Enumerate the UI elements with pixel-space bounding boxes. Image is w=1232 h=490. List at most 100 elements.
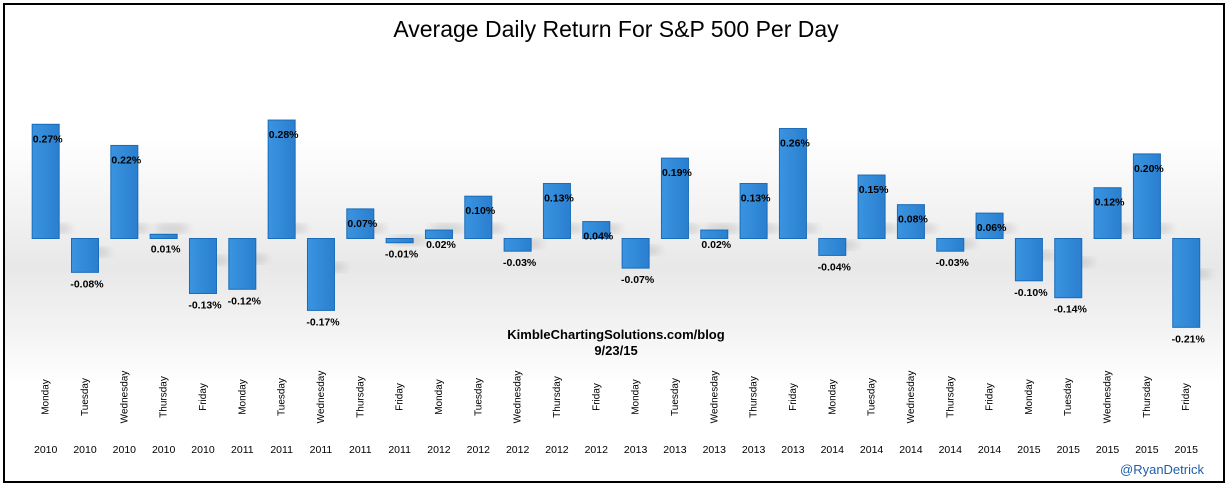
x-tick-label-day: Wednesday (119, 371, 130, 424)
x-tick-label-year: 2011 (388, 444, 411, 456)
data-label: -0.14% (1054, 304, 1088, 316)
data-label: -0.03% (936, 257, 970, 269)
data-label: 0.19% (662, 167, 692, 179)
bar (346, 208, 375, 239)
bar (70, 238, 99, 273)
chart-title: Average Daily Return For S&P 500 Per Day (393, 16, 839, 42)
x-tick-label-day: Friday (1181, 383, 1192, 411)
x-tick-label-year: 2012 (427, 444, 451, 456)
x-tick-label-year: 2014 (939, 444, 963, 456)
x-tick-label-day: Thursday (749, 376, 760, 418)
bar-shadow (153, 223, 190, 234)
bar (896, 204, 925, 240)
x-tick-label-day: Monday (1024, 379, 1035, 415)
data-label: 0.02% (701, 239, 731, 251)
x-tick-label-day: Monday (237, 379, 248, 415)
x-tick-label-day: Thursday (355, 376, 366, 418)
bar (1093, 187, 1122, 240)
x-tick-label-year: 2012 (506, 444, 530, 456)
source-annotation: KimbleChartingSolutions.com/blog 9/23/15 (0, 327, 1232, 359)
x-tick-label-year: 2014 (978, 444, 1002, 456)
author-credit: @RyanDetrick (1120, 462, 1204, 477)
data-label: -0.13% (188, 299, 222, 311)
data-label: 0.27% (33, 133, 63, 145)
bar (464, 195, 493, 239)
data-label: -0.17% (306, 316, 340, 328)
bar (1172, 238, 1201, 328)
x-tick-label-year: 2015 (1057, 444, 1081, 456)
x-tick-label-year: 2012 (467, 444, 491, 456)
x-tick-label-day: Tuesday (670, 378, 681, 416)
x-tick-label-year: 2010 (73, 444, 97, 456)
bar (228, 238, 257, 290)
data-label: 0.20% (1134, 163, 1164, 175)
data-label: 0.01% (151, 243, 181, 255)
x-tick-label-day: Tuesday (867, 378, 878, 416)
x-tick-label-year: 2015 (1096, 444, 1120, 456)
bar (660, 157, 689, 240)
bar (267, 119, 296, 239)
x-tick-label-day: Friday (985, 383, 996, 411)
data-label: 0.10% (465, 205, 495, 217)
bar (1132, 153, 1161, 239)
bar (621, 238, 650, 269)
x-tick-label-day: Friday (788, 383, 799, 411)
source-date: 9/23/15 (594, 343, 638, 358)
x-tick-label-day: Tuesday (473, 378, 484, 416)
data-label: 0.08% (898, 214, 928, 226)
data-label: 0.12% (1095, 197, 1125, 209)
x-tick-label-day: Wednesday (513, 371, 524, 424)
x-tick-label-day: Friday (198, 383, 209, 411)
bar (739, 183, 768, 239)
bar (857, 174, 886, 240)
data-label: 0.04% (583, 231, 613, 243)
data-label: -0.12% (228, 295, 262, 307)
x-tick-label-day: Thursday (159, 376, 170, 418)
x-tick-label-day: Thursday (945, 376, 956, 418)
bar (385, 238, 414, 244)
x-tick-label-day: Wednesday (709, 371, 720, 424)
x-tick-label-year: 2014 (860, 444, 884, 456)
data-label: 0.22% (111, 154, 141, 166)
bar (542, 183, 571, 239)
data-label: 0.07% (347, 218, 377, 230)
x-tick-label-day: Monday (631, 379, 642, 415)
x-tick-label-day: Thursday (552, 376, 563, 418)
source-url: KimbleChartingSolutions.com/blog (507, 327, 725, 342)
x-tick-label-year: 2010 (113, 444, 137, 456)
bar (700, 229, 729, 239)
data-label: -0.01% (385, 249, 419, 261)
data-label: -0.03% (503, 257, 537, 269)
x-tick-label-year: 2013 (781, 444, 805, 456)
bar (778, 128, 807, 240)
data-label: 0.13% (544, 193, 574, 205)
bar (503, 238, 532, 252)
x-tick-label-day: Friday (395, 383, 406, 411)
x-tick-label-day: Wednesday (906, 371, 917, 424)
x-tick-label-year: 2011 (310, 444, 333, 456)
x-tick-label-year: 2012 (545, 444, 569, 456)
data-label: 0.15% (859, 184, 889, 196)
x-tick-label-day: Thursday (1142, 376, 1153, 418)
data-label: 0.13% (741, 193, 771, 205)
data-label: 0.28% (269, 129, 299, 141)
bar (31, 123, 60, 239)
x-tick-label-day: Tuesday (80, 378, 91, 416)
data-label: -0.07% (621, 274, 655, 286)
data-label: 0.02% (426, 239, 456, 251)
bar (818, 238, 847, 256)
x-tick-label-year: 2015 (1175, 444, 1199, 456)
x-tick-label-day: Tuesday (1063, 378, 1074, 416)
x-tick-label-year: 2010 (34, 444, 58, 456)
x-tick-label-day: Tuesday (277, 378, 288, 416)
x-tick-label-day: Friday (591, 383, 602, 411)
x-tick-label-day: Monday (827, 379, 838, 415)
data-label: -0.04% (818, 261, 852, 273)
x-tick-label-year: 2015 (1135, 444, 1159, 456)
bar (306, 238, 335, 311)
bar (424, 229, 453, 239)
bar (188, 238, 217, 294)
bar (1014, 238, 1043, 282)
x-tick-label-year: 2011 (270, 444, 293, 456)
x-tick-label-year: 2012 (585, 444, 609, 456)
